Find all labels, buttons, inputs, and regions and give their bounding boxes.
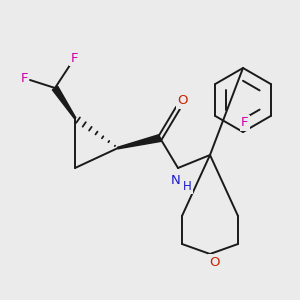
Text: N: N	[171, 173, 181, 187]
Polygon shape	[118, 135, 161, 149]
Text: F: F	[241, 116, 249, 130]
Text: O: O	[210, 256, 220, 268]
Text: O: O	[178, 94, 188, 107]
Text: F: F	[20, 73, 28, 85]
Text: F: F	[70, 52, 78, 64]
Text: H: H	[183, 179, 191, 193]
Polygon shape	[52, 86, 76, 118]
